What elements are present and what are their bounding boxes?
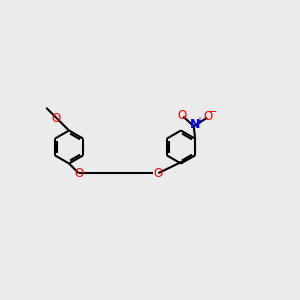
Text: N: N: [190, 118, 200, 131]
Text: O: O: [204, 110, 213, 123]
Text: −: −: [208, 107, 218, 117]
Text: O: O: [75, 167, 84, 180]
Text: O: O: [52, 112, 61, 125]
Text: +: +: [195, 116, 203, 126]
Text: O: O: [154, 167, 163, 180]
Text: O: O: [177, 109, 187, 122]
